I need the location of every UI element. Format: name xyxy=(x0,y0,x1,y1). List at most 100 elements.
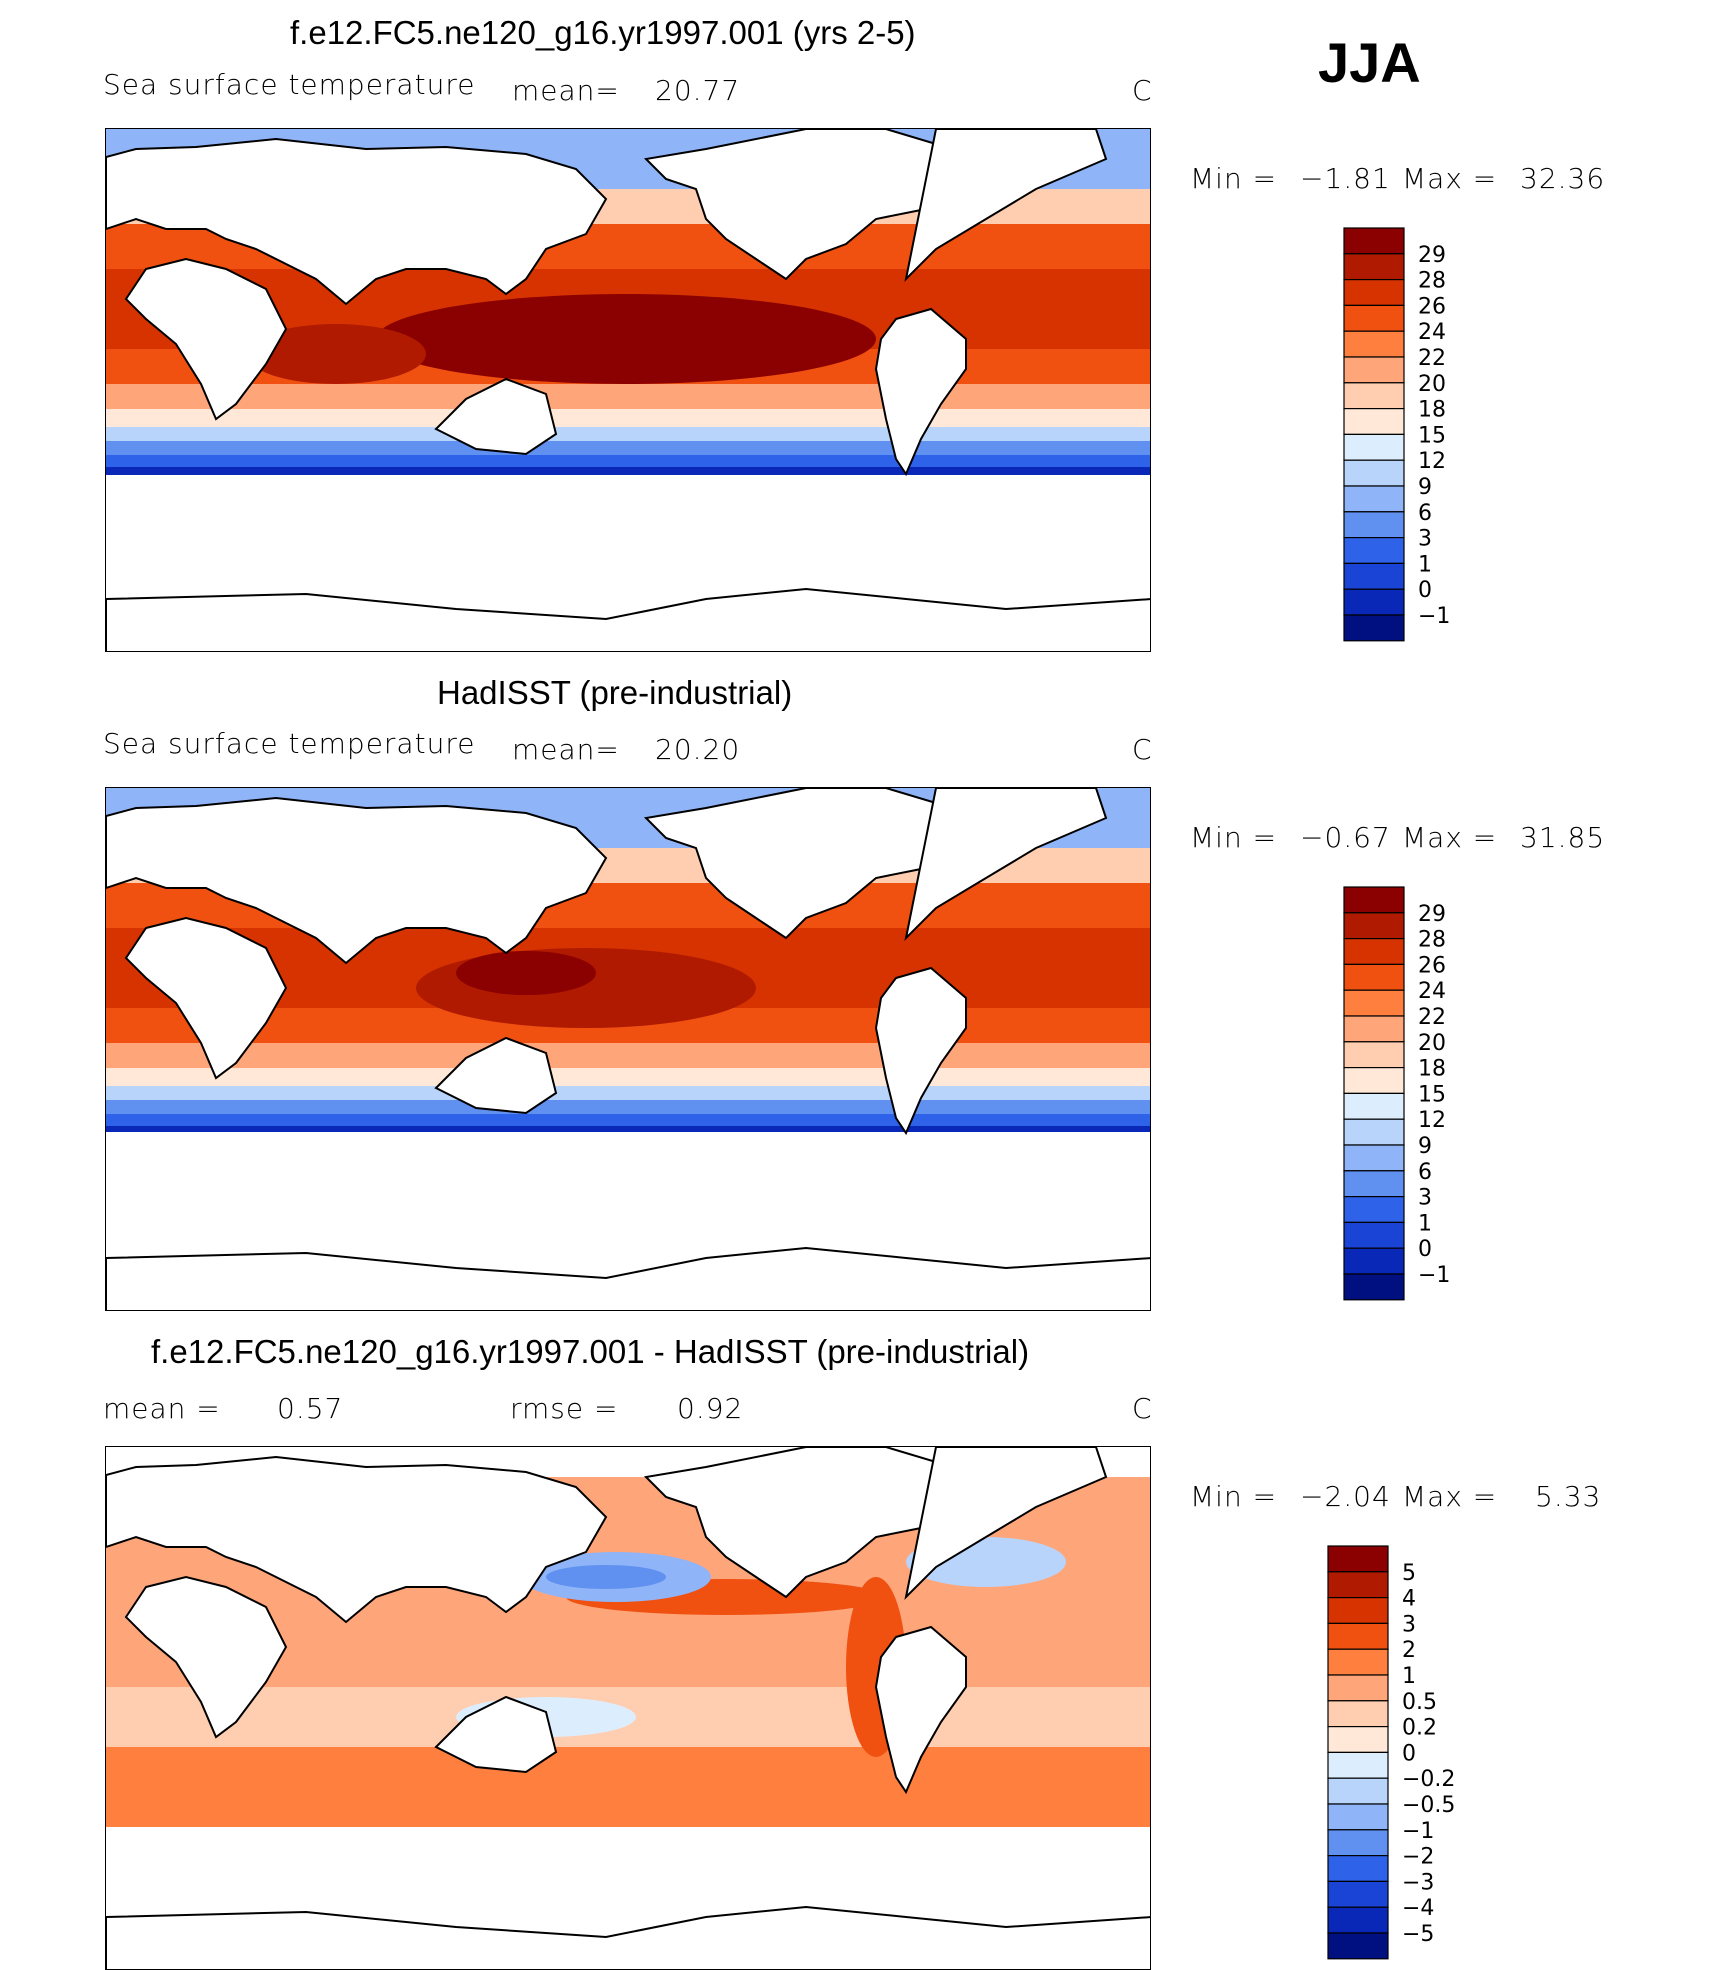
panel1-min-value: −1.81 xyxy=(1300,162,1391,195)
panel2-subtitle: Sea surface temperature xyxy=(103,727,476,760)
colorbar-swatch xyxy=(1327,1777,1389,1805)
colorbar-swatch xyxy=(1327,1622,1389,1650)
colorbar-tick-label: 2 xyxy=(1402,1638,1416,1663)
warm-pool xyxy=(416,948,756,1028)
panel3-map xyxy=(105,1446,1151,1970)
greenland-canada-land xyxy=(904,129,1108,283)
panel1-subtitle: Sea surface temperature xyxy=(103,68,476,101)
colorbar-swatch xyxy=(1343,1247,1405,1275)
colorbar-tick-label: 0 xyxy=(1418,1237,1432,1262)
colorbar-swatch xyxy=(1343,304,1405,332)
colorbar-swatch xyxy=(1343,382,1405,410)
colorbar-tick-label: 18 xyxy=(1418,398,1446,423)
panel2-mean-label: mean= xyxy=(512,733,620,766)
season-label: JJA xyxy=(1318,31,1421,94)
antarctica-land xyxy=(106,587,1150,651)
colorbar-tick-label: 22 xyxy=(1418,346,1446,371)
colorbar-swatch xyxy=(1343,1118,1405,1146)
africa-land xyxy=(124,257,288,421)
panel2-title: HadISST (pre-industrial) xyxy=(437,674,793,711)
colorbar-tick-label: 29 xyxy=(1418,902,1446,927)
colorbar-tick-label: 5 xyxy=(1402,1561,1416,1586)
africa-land xyxy=(124,1575,288,1739)
colorbar-swatch xyxy=(1327,1829,1389,1857)
warm-pool-core xyxy=(456,951,596,995)
panel1-mean-value: 20.77 xyxy=(655,74,741,107)
colorbar-tick-label: −1 xyxy=(1418,1263,1450,1288)
colorbar-tick-label: 15 xyxy=(1418,423,1446,448)
colorbar-swatch xyxy=(1327,1700,1389,1728)
colorbar-swatch xyxy=(1327,1803,1389,1831)
colorbar-swatch xyxy=(1343,1196,1405,1224)
panel2-map xyxy=(105,787,1151,1311)
colorbar-tick-label: 3 xyxy=(1418,527,1432,552)
colorbar-tick-label: 15 xyxy=(1418,1082,1446,1107)
colorbar-swatch xyxy=(1343,562,1405,590)
colorbar-tick-label: 0 xyxy=(1402,1741,1416,1766)
panel2-units: C xyxy=(1132,733,1153,766)
colorbar-tick-label: −1 xyxy=(1402,1819,1434,1844)
colorbar-swatch xyxy=(1343,227,1405,255)
panel3-units: C xyxy=(1132,1392,1153,1425)
greenland-canada-land xyxy=(904,788,1108,942)
colorbar-swatch xyxy=(1343,1041,1405,1069)
colorbar-tick-label: 9 xyxy=(1418,1134,1432,1159)
australia-land xyxy=(434,377,558,456)
eurasia-land xyxy=(106,796,608,965)
colorbar-tick-label: 26 xyxy=(1418,294,1446,319)
colorbar-tick-label: −0.2 xyxy=(1402,1767,1455,1792)
colorbar-tick-label: 20 xyxy=(1418,372,1446,397)
colorbar-tick-label: 24 xyxy=(1418,320,1446,345)
south-america-land xyxy=(874,307,967,477)
colorbar-swatch xyxy=(1343,886,1405,914)
panel2-min-label: Min = xyxy=(1190,821,1278,854)
colorbar-swatch xyxy=(1343,356,1405,384)
colorbar-swatch xyxy=(1343,433,1405,461)
colorbar-swatch xyxy=(1343,912,1405,940)
colorbar-swatch xyxy=(1343,253,1405,281)
colorbar-tick-label: 3 xyxy=(1418,1186,1432,1211)
colorbar-tick-label: 12 xyxy=(1418,449,1446,474)
colorbar-swatch xyxy=(1327,1751,1389,1779)
south-america-land xyxy=(874,1625,967,1795)
colorbar-swatch xyxy=(1343,408,1405,436)
band-south-colder xyxy=(106,441,1150,459)
colorbar-swatch xyxy=(1327,1571,1389,1599)
colorbar-tick-label: 9 xyxy=(1418,475,1432,500)
panel2-max-label: Max = xyxy=(1402,821,1498,854)
panel3-mean-value: 0.57 xyxy=(277,1392,344,1425)
colorbar-tick-label: 3 xyxy=(1402,1612,1416,1637)
colorbar-swatch xyxy=(1327,1545,1389,1573)
colorbar-tick-label: 6 xyxy=(1418,501,1432,526)
panel3-max-value: 5.33 xyxy=(1535,1480,1602,1513)
colorbar-tick-label: −0.5 xyxy=(1402,1793,1455,1818)
band-ice-edge xyxy=(106,467,1150,475)
colorbar-tick-label: −1 xyxy=(1418,604,1450,629)
panel2-mean-value: 20.20 xyxy=(655,733,741,766)
panel3-min-label: Min = xyxy=(1190,1480,1278,1513)
panel3-map-svg xyxy=(106,1447,1150,1969)
band-south-colder xyxy=(106,1100,1150,1118)
diff-north-pacific-core xyxy=(546,1565,666,1589)
colorbar-tick-label: 4 xyxy=(1402,1587,1416,1612)
colorbar-swatch xyxy=(1343,588,1405,616)
colorbar-tick-label: 0.5 xyxy=(1402,1690,1437,1715)
land-masses xyxy=(106,1447,1150,1969)
panel3-rmse-label: rmse = xyxy=(510,1392,619,1425)
antarctica-land xyxy=(106,1246,1150,1310)
colorbar-tick-label: 6 xyxy=(1418,1160,1432,1185)
colorbar-swatch xyxy=(1343,1170,1405,1198)
panel2-colorbar: 29 28 26 24 22 20 18 15 12 9 6 3 1 0 −1 xyxy=(1343,886,1544,1307)
panel3-min-value: −2.04 xyxy=(1300,1480,1391,1513)
colorbar-swatch xyxy=(1343,511,1405,539)
colorbar-tick-label: 1 xyxy=(1418,1211,1432,1236)
warm-pool xyxy=(376,294,876,384)
colorbar-swatch xyxy=(1343,937,1405,965)
panel1-map-svg xyxy=(106,129,1150,651)
australia-land xyxy=(434,1036,558,1115)
colorbar-tick-label: 18 xyxy=(1418,1057,1446,1082)
colorbar-tick-label: 26 xyxy=(1418,953,1446,978)
